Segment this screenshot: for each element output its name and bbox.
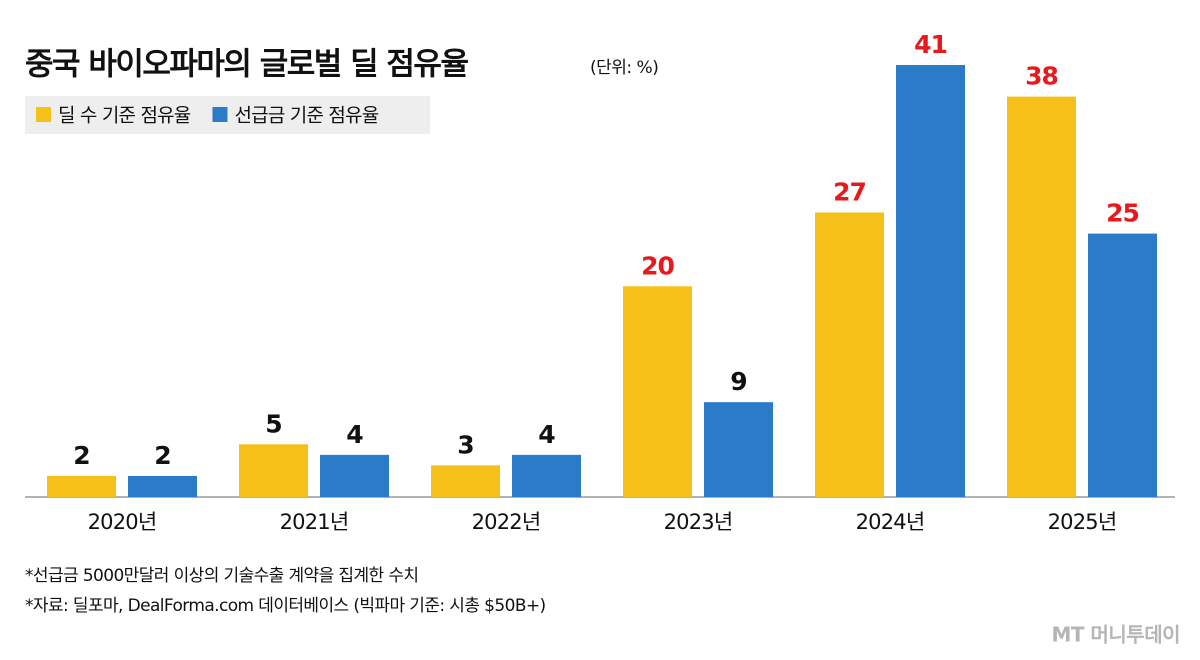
legend-label: 딜 수 기준 점유율 [58, 105, 191, 127]
value-label: 2 [73, 441, 89, 470]
value-label: 9 [730, 367, 746, 396]
note: *선급금 5000만달러 이상의 기술수출 계약을 집계한 수치 [25, 566, 418, 586]
bar [320, 454, 389, 497]
x-tick-label: 2022년 [472, 510, 541, 534]
legend-box [25, 96, 430, 134]
chart-title: 중국 바이오파마의 글로벌 딜 점유율 [25, 47, 468, 83]
x-tick-label: 2023년 [664, 510, 733, 534]
value-label: 4 [538, 420, 555, 449]
value-label: 4 [346, 420, 363, 449]
value-label: 3 [457, 430, 473, 459]
bar [239, 444, 308, 497]
bar [1088, 233, 1157, 497]
value-label: 2 [154, 441, 170, 470]
bar [623, 286, 692, 497]
x-tick-label: 2021년 [280, 510, 349, 534]
note: *자료: 딜포마, DealForma.com 데이터베이스 (빅파마 기준: … [25, 596, 546, 616]
legend-swatch [36, 107, 51, 122]
x-tick-label: 2024년 [856, 510, 925, 534]
value-label: 27 [833, 178, 866, 207]
bar [896, 65, 965, 497]
bar [1007, 96, 1076, 498]
value-label: 41 [914, 30, 947, 59]
bar [431, 465, 500, 497]
bar [47, 475, 116, 497]
legend-label: 선급금 기준 점유율 [234, 105, 378, 127]
logo: MT 머니투데이 [1051, 623, 1180, 647]
value-label: 20 [641, 251, 674, 280]
bar [815, 212, 884, 497]
value-label: 5 [265, 409, 281, 438]
bar [704, 402, 773, 497]
bar [512, 454, 581, 497]
legend-swatch [212, 107, 228, 122]
chart-subtitle: (단위: %) [590, 58, 658, 78]
bar [128, 475, 197, 497]
x-tick-label: 2020년 [88, 510, 157, 534]
value-label: 25 [1106, 199, 1139, 228]
value-label: 38 [1025, 62, 1058, 91]
x-tick-label: 2025년 [1048, 510, 1117, 534]
